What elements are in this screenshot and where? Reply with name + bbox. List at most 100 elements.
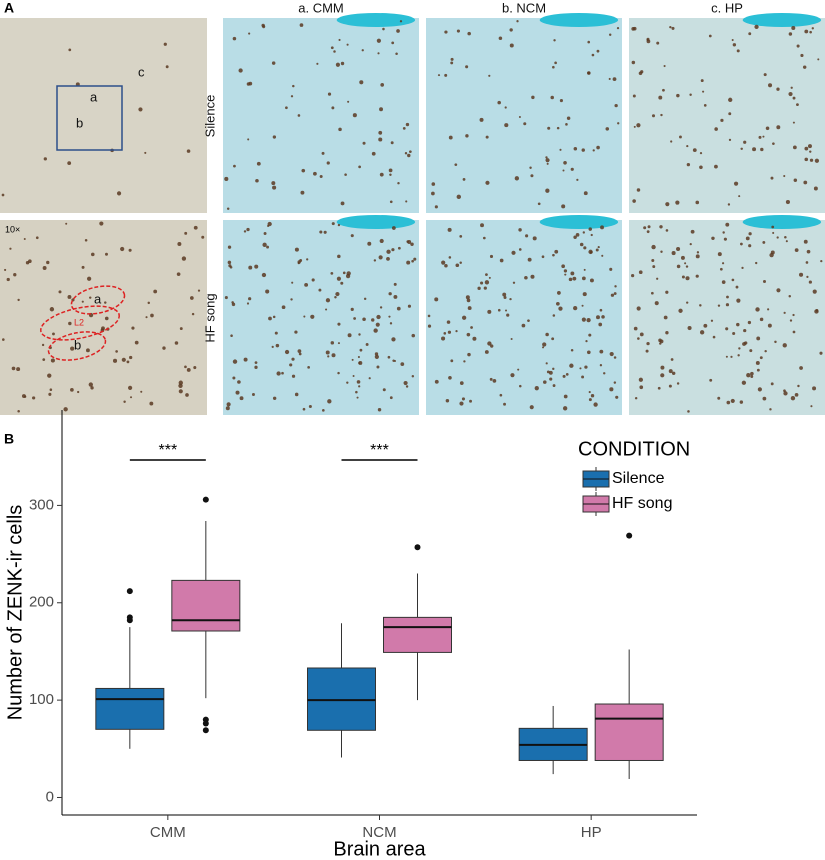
stained-cell bbox=[529, 166, 532, 169]
stained-cell bbox=[525, 234, 529, 238]
stained-cell bbox=[503, 296, 507, 300]
stained-cell bbox=[572, 276, 577, 281]
stained-cell bbox=[65, 222, 68, 225]
stained-cell bbox=[193, 225, 198, 230]
stain-edge bbox=[336, 215, 416, 229]
stained-cell bbox=[608, 77, 611, 80]
stained-cell bbox=[459, 261, 462, 264]
stained-cell bbox=[378, 130, 383, 135]
stained-cell bbox=[319, 175, 323, 179]
stained-cell bbox=[391, 41, 395, 45]
stained-cell bbox=[763, 73, 767, 77]
stained-cell bbox=[651, 114, 656, 118]
stained-cell bbox=[676, 93, 680, 98]
stained-cell bbox=[639, 332, 644, 337]
stained-cell bbox=[788, 295, 792, 298]
stained-cell bbox=[759, 356, 763, 360]
stained-cell bbox=[590, 393, 595, 398]
stained-cell bbox=[717, 396, 721, 400]
stained-cell bbox=[512, 281, 516, 284]
stained-cell bbox=[657, 386, 661, 390]
stained-cell bbox=[461, 315, 467, 320]
stained-cell bbox=[552, 253, 555, 257]
stained-cell bbox=[327, 92, 332, 96]
stained-cell bbox=[138, 107, 143, 112]
stained-cell bbox=[579, 367, 582, 370]
stained-cell bbox=[809, 150, 812, 153]
stained-cell bbox=[562, 374, 566, 378]
stained-cell bbox=[553, 39, 556, 42]
stained-cell bbox=[336, 276, 341, 281]
stained-cell bbox=[497, 308, 501, 312]
stained-cell bbox=[537, 202, 541, 206]
y-axis-title: Number of ZENK-ir cells bbox=[4, 505, 26, 721]
micrograph bbox=[426, 220, 622, 415]
stained-cell bbox=[686, 162, 691, 167]
stained-cell bbox=[660, 113, 663, 117]
stained-cell bbox=[609, 351, 614, 357]
stained-cell bbox=[402, 127, 406, 130]
stained-cell bbox=[796, 103, 799, 107]
stained-cell bbox=[371, 151, 376, 156]
stained-cell bbox=[499, 258, 504, 263]
stained-cell bbox=[552, 65, 555, 69]
stained-cell bbox=[752, 147, 757, 152]
stained-cell bbox=[750, 375, 754, 379]
stained-cell bbox=[67, 295, 72, 299]
stained-cell bbox=[346, 43, 349, 46]
stained-cell bbox=[545, 188, 550, 193]
stained-cell bbox=[676, 247, 681, 252]
stained-cell bbox=[582, 292, 587, 297]
stained-cell bbox=[377, 408, 382, 412]
stained-cell bbox=[687, 410, 690, 413]
stained-cell bbox=[762, 135, 765, 138]
stained-cell bbox=[346, 381, 349, 384]
stained-cell bbox=[646, 37, 650, 41]
stained-cell bbox=[482, 236, 486, 240]
stained-cell bbox=[365, 343, 369, 346]
stained-cell bbox=[755, 261, 758, 265]
stained-cell bbox=[308, 404, 312, 409]
stained-cell bbox=[434, 297, 439, 302]
stained-cell bbox=[248, 297, 252, 301]
region-letter: L2 bbox=[74, 317, 84, 327]
stained-cell bbox=[68, 48, 72, 52]
stained-cell bbox=[306, 258, 309, 261]
stained-cell bbox=[377, 52, 380, 55]
stained-cell bbox=[596, 315, 600, 320]
stained-cell bbox=[261, 23, 265, 28]
stained-cell bbox=[404, 152, 408, 155]
stained-cell bbox=[294, 330, 298, 334]
stained-cell bbox=[796, 44, 800, 48]
stained-cell bbox=[410, 242, 414, 247]
stained-cell bbox=[671, 251, 676, 256]
stained-cell bbox=[504, 123, 509, 128]
stained-cell bbox=[570, 167, 574, 171]
stained-cell bbox=[225, 406, 230, 411]
stained-cell bbox=[49, 307, 55, 312]
stained-cell bbox=[745, 236, 750, 241]
stained-cell bbox=[613, 292, 617, 295]
stained-cell bbox=[397, 246, 401, 250]
stained-cell bbox=[565, 373, 569, 376]
stained-cell bbox=[518, 228, 522, 232]
stained-cell bbox=[99, 221, 104, 226]
stained-cell bbox=[86, 348, 90, 353]
stained-cell bbox=[783, 391, 788, 396]
stained-cell bbox=[636, 123, 641, 128]
stained-cell bbox=[128, 385, 133, 390]
stained-cell bbox=[656, 277, 659, 280]
stained-cell bbox=[690, 229, 695, 234]
region-letter: b bbox=[74, 337, 81, 352]
stained-cell bbox=[632, 199, 636, 203]
stained-cell bbox=[271, 181, 276, 186]
stained-cell bbox=[325, 308, 328, 311]
stained-cell bbox=[311, 278, 315, 282]
stained-cell bbox=[265, 289, 270, 294]
stained-cell bbox=[597, 245, 600, 249]
stained-cell bbox=[485, 273, 488, 277]
stained-cell bbox=[355, 390, 358, 394]
stained-cell bbox=[46, 260, 50, 265]
stained-cell bbox=[814, 158, 820, 163]
stained-cell bbox=[543, 380, 547, 384]
